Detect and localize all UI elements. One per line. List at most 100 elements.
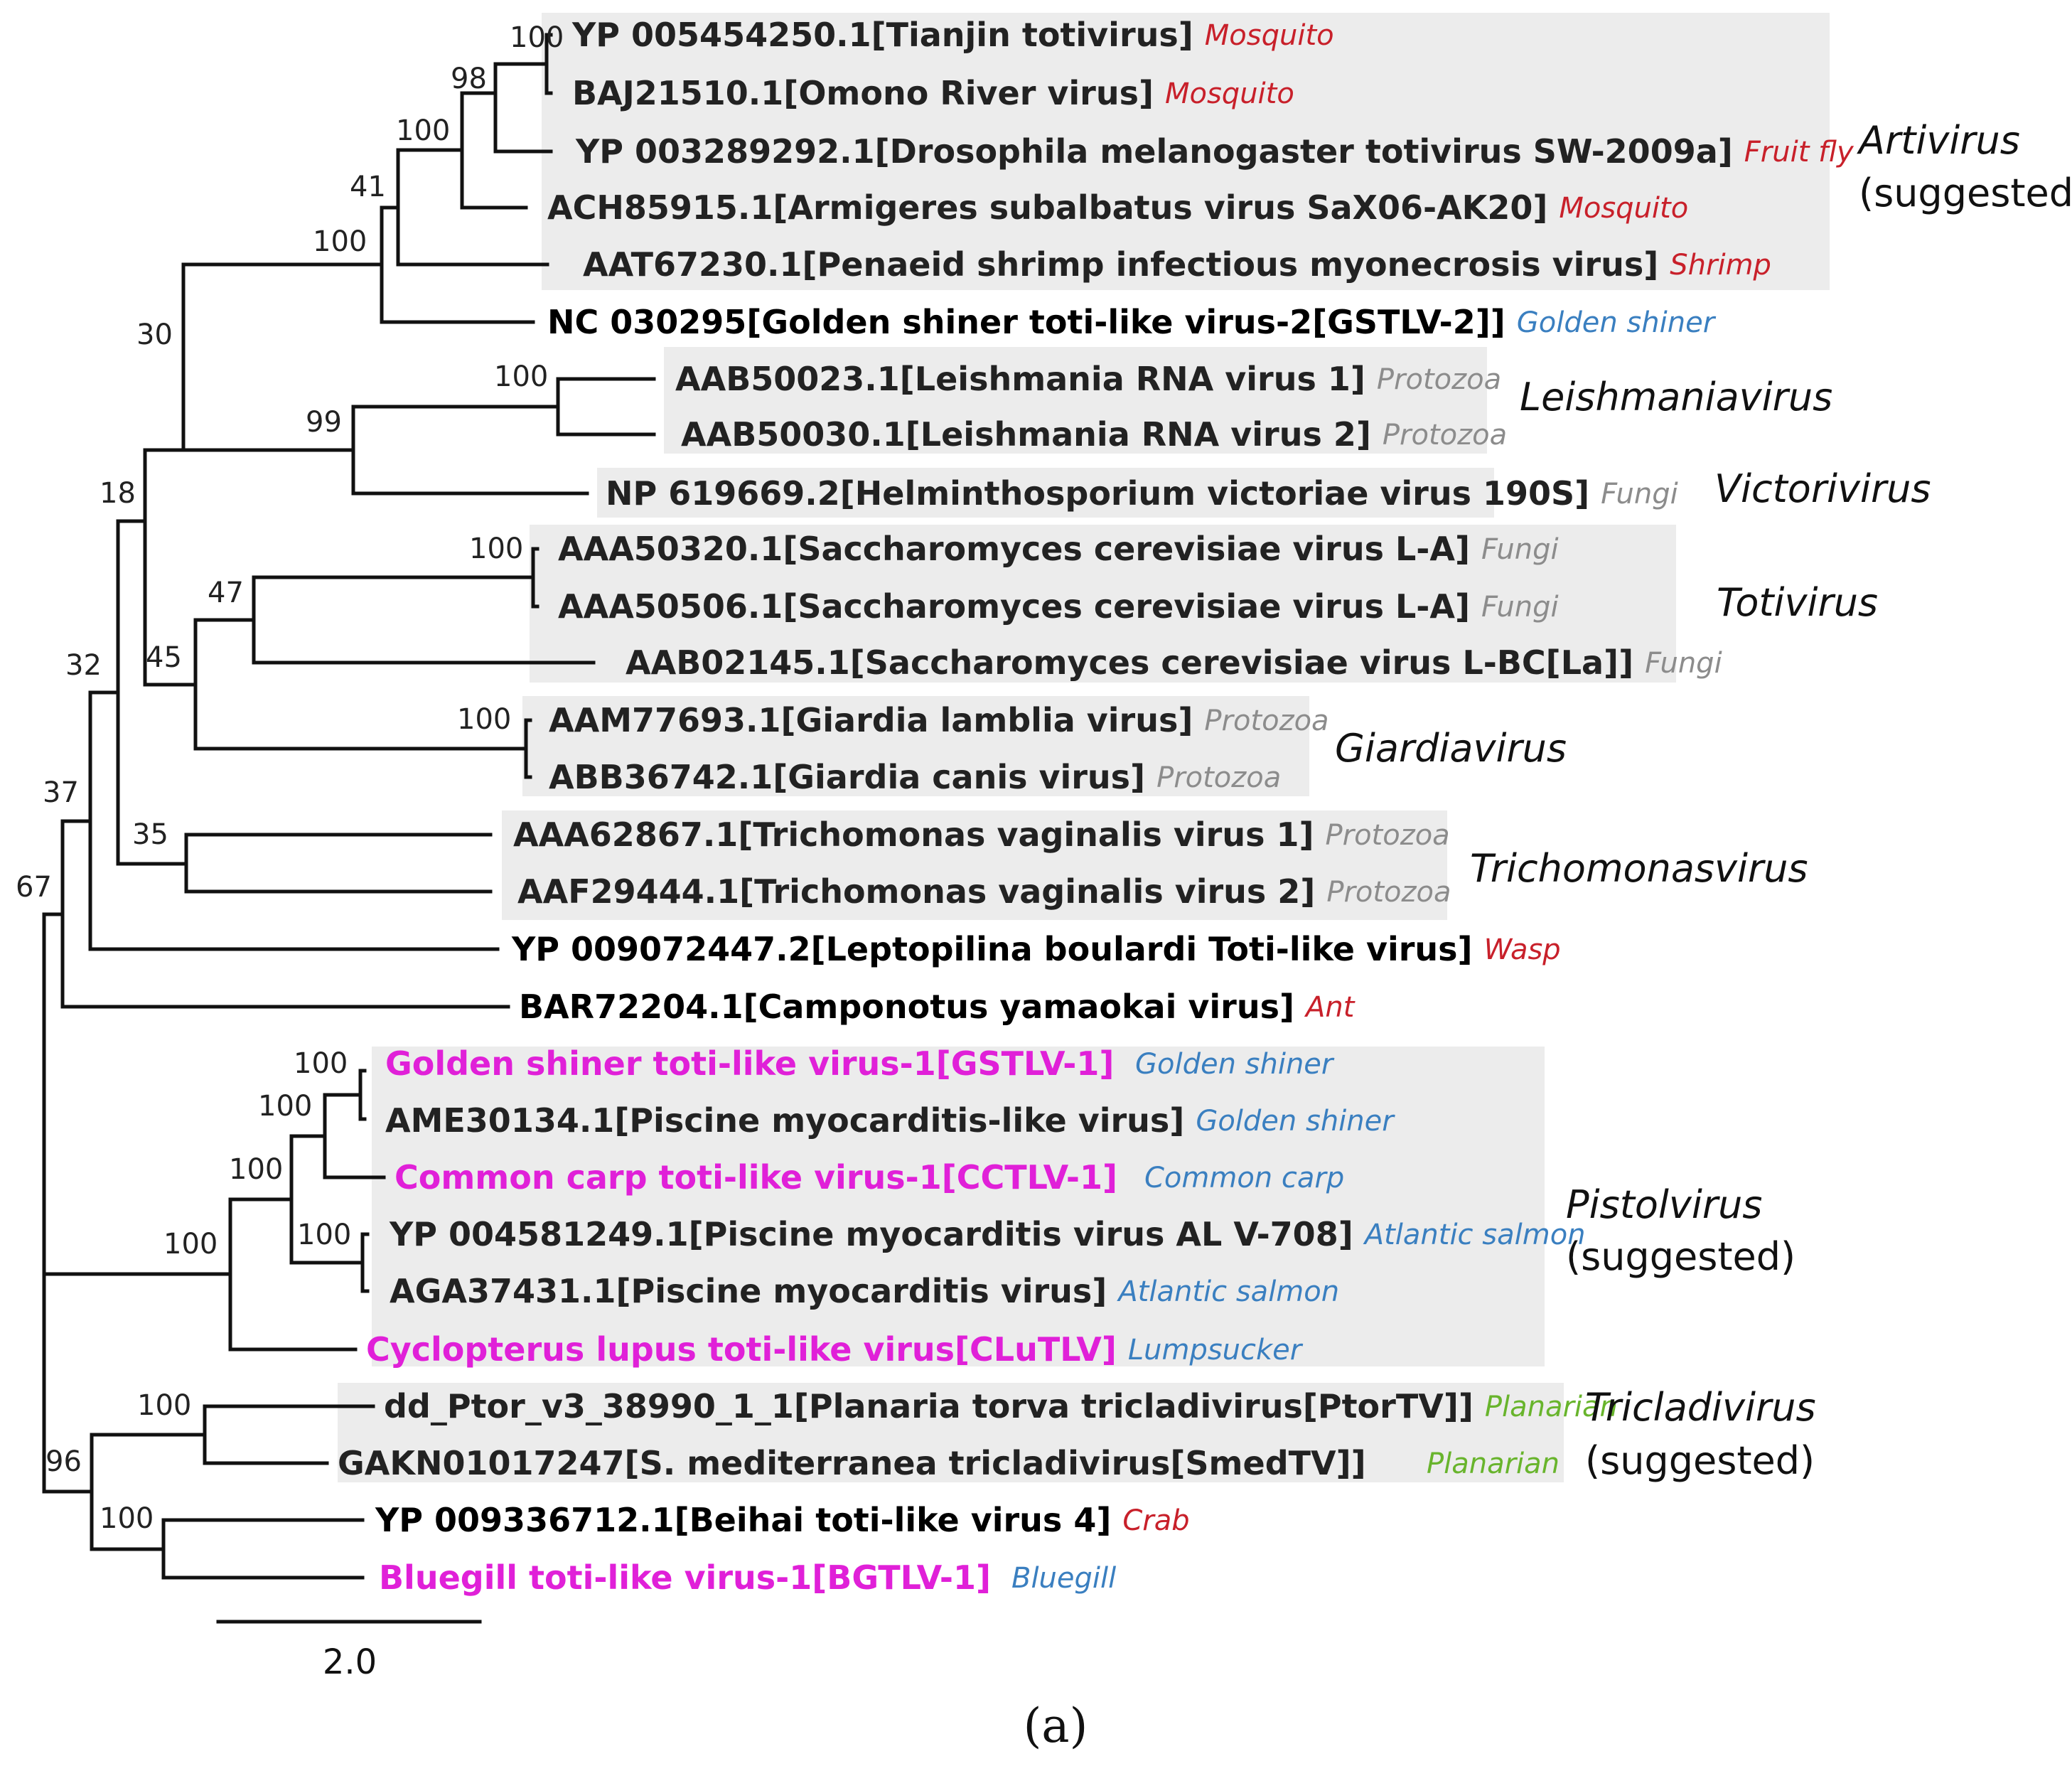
taxon-label: AAB50023.1[Leishmania RNA virus 1] (675, 360, 1365, 398)
pistolvirus-box (372, 1047, 1545, 1366)
host-label: Protozoa (1383, 419, 1507, 451)
host-label: Mosquito (1559, 192, 1688, 225)
host-label: Golden shiner (1196, 1105, 1395, 1138)
taxon-label: AAT67230.1[Penaeid shrimp infectious myo… (583, 245, 1658, 284)
leishmaniavirus-box (664, 347, 1487, 454)
taxon-label: NP 619669.2[Helminthosporium victoriae v… (606, 474, 1589, 513)
bootstrap-value: 41 (350, 171, 386, 203)
host-label: Shrimp (1670, 249, 1771, 282)
clade-name: Giardiavirus (1335, 726, 1567, 771)
victorivirus-box (597, 468, 1494, 518)
host-label: Protozoa (1377, 363, 1501, 396)
taxon-label: AAF29444.1[Trichomonas vaginalis virus 2… (517, 872, 1315, 911)
host-label: Common carp (1144, 1162, 1344, 1194)
taxon-label: Cyclopterus lupus toti-like virus[CLuTLV… (366, 1330, 1117, 1369)
bootstrap-value: 99 (306, 406, 342, 439)
bootstrap-value: 96 (45, 1445, 82, 1478)
bootstrap-value: 100 (163, 1228, 218, 1261)
host-label: Lumpsucker (1128, 1334, 1304, 1366)
host-label: Golden shiner (1517, 306, 1717, 339)
host-label: Planarian (1427, 1448, 1560, 1480)
taxon-label: Golden shiner toti-like virus-1[GSTLV-1] (385, 1044, 1114, 1083)
taxon-label: dd_Ptor_v3_38990_1_1[Planaria torva tric… (384, 1387, 1474, 1425)
taxon-label: BAJ21510.1[Omono River virus] (572, 74, 1154, 112)
host-label: Ant (1304, 991, 1356, 1024)
branch (184, 833, 493, 894)
host-label: Atlantic salmon (1116, 1275, 1339, 1308)
bootstrap-value: 47 (208, 577, 244, 609)
tricladivirus-box (338, 1383, 1564, 1482)
host-label: Wasp (1484, 933, 1561, 966)
host-label: Protozoa (1326, 876, 1451, 909)
taxon-label: ACH85915.1[Armigeres subalbatus virus Sa… (547, 188, 1547, 227)
taxon-label: AAM77693.1[Giardia lamblia virus] (549, 701, 1193, 739)
clade-note: (suggested) (1566, 1234, 1795, 1279)
taxon-label: AAA62867.1[Trichomonas vaginalis virus 1… (513, 815, 1314, 854)
taxon-label: NC 030295[Golden shiner toti-like virus-… (547, 303, 1505, 341)
branch (351, 405, 589, 496)
taxon-label: YP 003289292.1[Drosophila melanogaster t… (575, 132, 1733, 171)
bootstrap-value: 100 (494, 360, 548, 393)
bootstrap-value: 45 (146, 641, 182, 674)
host-label: Atlantic salmon (1363, 1219, 1586, 1251)
taxon-labels: YP 005454250.1[Tianjin totivirus] Mosquit… (338, 16, 1854, 1597)
host-label: Protozoa (1204, 705, 1328, 737)
bootstrap-value: 100 (137, 1389, 191, 1422)
scale-bar: 2.0 (216, 1620, 482, 1682)
host-label: Fungi (1481, 591, 1559, 624)
bootstrap-value: 37 (43, 776, 79, 809)
taxon-label: AAB02145.1[Saccharomyces cerevisiae viru… (626, 643, 1633, 682)
host-label: Mosquito (1165, 77, 1294, 110)
host-label: Bluegill (1011, 1562, 1116, 1595)
bootstrap-value: 100 (510, 21, 564, 54)
clade-boxes (338, 13, 1830, 1482)
taxon-label: BAR72204.1[Camponotus yamaokai virus] (519, 988, 1294, 1026)
clade-name: Pistolvirus (1566, 1182, 1762, 1227)
bootstrap-value: 18 (100, 477, 136, 510)
bootstrap-value: 100 (258, 1090, 312, 1123)
bootstrap-value: 32 (65, 649, 102, 682)
host-label: Fungi (1481, 533, 1559, 566)
branch (116, 519, 188, 866)
bootstrap-value: 100 (297, 1219, 351, 1251)
clade-name: Tricladivirus (1585, 1385, 1816, 1430)
taxon-label: YP 005454250.1[Tianjin totivirus] (571, 16, 1193, 54)
clade-name: Artivirus (1857, 118, 2020, 163)
host-label: Fruit fly (1744, 136, 1854, 168)
clade-note: (suggested) (1859, 171, 2072, 215)
totivirus-box (530, 525, 1676, 683)
tree-branches (42, 33, 656, 1580)
taxon-label: AME30134.1[Piscine myocarditis-like viru… (385, 1101, 1184, 1140)
bootstrap-value: 30 (136, 319, 173, 351)
taxon-label: AAB50030.1[Leishmania RNA virus 2] (681, 415, 1371, 454)
branch (42, 1272, 232, 1494)
bootstrap-value: 67 (16, 871, 52, 904)
bootstrap-value: 100 (469, 533, 523, 565)
host-label: Fungi (1601, 478, 1678, 510)
bootstrap-value: 100 (457, 703, 511, 736)
giardiavirus-box (522, 696, 1309, 796)
scale-bar-label: 2.0 (323, 1642, 377, 1682)
branch (161, 1518, 365, 1580)
taxon-label: YP 004581249.1[Piscine myocarditis virus… (389, 1215, 1353, 1253)
taxon-label: AGA37431.1[Piscine myocarditis virus] (390, 1272, 1107, 1310)
clade-labels: Artivirus (suggested) Leishmaniavirus Vi… (1335, 118, 2072, 1483)
branch (42, 912, 65, 1276)
branch (60, 819, 510, 1009)
bootstrap-value: 100 (396, 114, 450, 147)
trichomonasvirus-box (502, 810, 1447, 920)
branch (181, 262, 384, 452)
host-label: Planarian (1485, 1391, 1618, 1423)
taxon-label: YP 009072447.2[Leptopilina boulardi Toti… (511, 930, 1473, 968)
bootstrap-value: 98 (451, 63, 487, 95)
taxon-label: ABB36742.1[Giardia canis virus] (549, 758, 1145, 796)
taxon-label: Common carp toti-like virus-1[CCTLV-1] (394, 1158, 1117, 1197)
host-label: Mosquito (1205, 19, 1334, 52)
clade-note: (suggested) (1585, 1438, 1815, 1483)
host-label: Protozoa (1326, 819, 1450, 852)
bootstrap-value: 35 (132, 818, 168, 851)
taxon-label: AAA50506.1[Saccharomyces cerevisiae viru… (558, 587, 1470, 626)
branch (556, 377, 656, 437)
taxon-label: Bluegill toti-like virus-1[BGTLV-1] (379, 1558, 991, 1597)
